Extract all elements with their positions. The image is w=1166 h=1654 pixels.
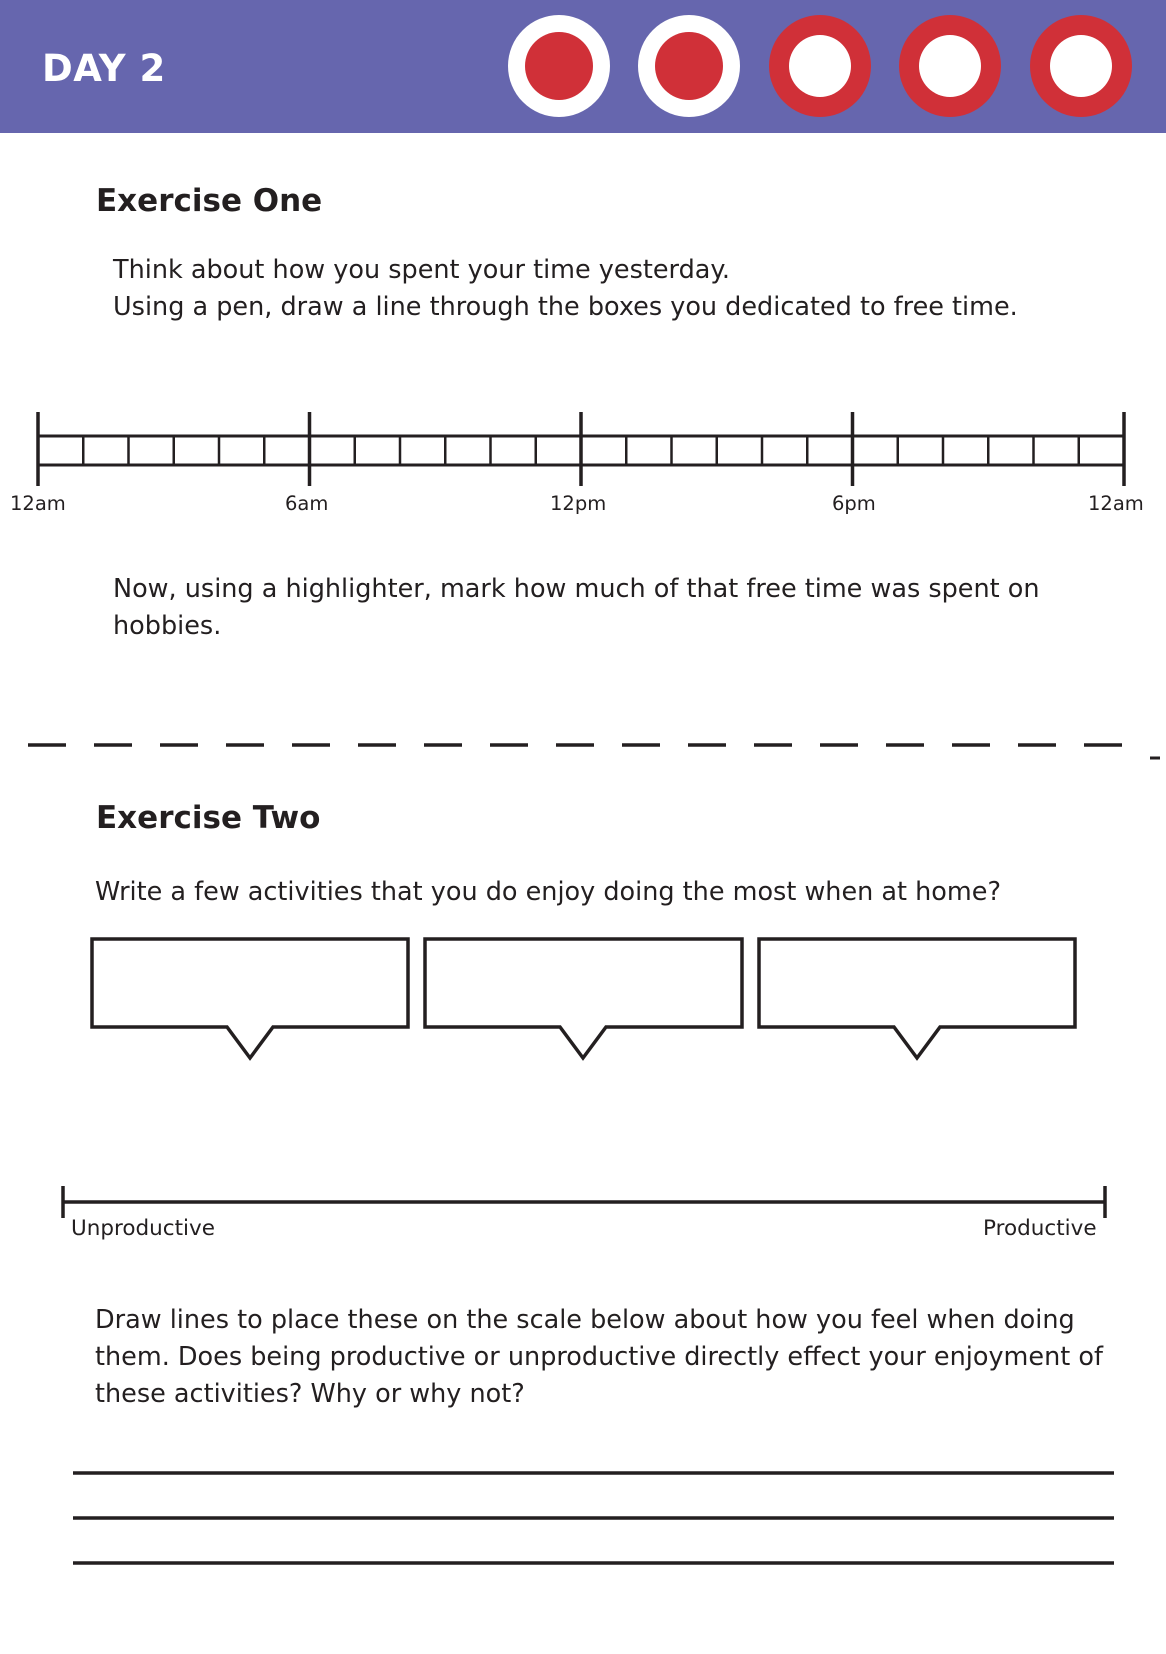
prompt-line: Draw lines to place these on the scale b… xyxy=(95,1305,1075,1335)
question-text: Write a few activities that you do enjoy… xyxy=(95,877,1001,907)
timeline-label: 12am xyxy=(1088,492,1144,515)
prompt-line: these activities? Why or why not? xyxy=(95,1379,525,1409)
exercise-one-instructions: Think about how you spent your time yest… xyxy=(113,252,1018,326)
instruction-line: Using a pen, draw a line through the box… xyxy=(113,292,1018,322)
exercise-one-heading: Exercise One xyxy=(96,183,323,219)
activity-bubbles xyxy=(90,937,1077,1061)
followup-line: Now, using a highlighter, mark how much … xyxy=(113,574,1040,604)
day-complete-dot xyxy=(508,15,610,117)
followup-line: hobbies. xyxy=(113,611,222,641)
day-complete-dot xyxy=(638,15,740,117)
exercise-one-followup: Now, using a highlighter, mark how much … xyxy=(113,571,1040,645)
instruction-line: Think about how you spent your time yest… xyxy=(113,255,730,285)
exercise-two-prompt: Draw lines to place these on the scale b… xyxy=(95,1302,1103,1413)
day-title: DAY 2 xyxy=(42,47,166,90)
productivity-scale[interactable] xyxy=(0,0,1166,1240)
prompt-line: them. Does being productive or unproduct… xyxy=(95,1342,1103,1372)
exercise-two-question: Write a few activities that you do enjoy… xyxy=(95,874,1001,911)
exercise-two-heading: Exercise Two xyxy=(96,800,321,836)
timeline-label: 12am xyxy=(10,492,66,515)
day-pending-dot xyxy=(1030,15,1132,117)
timeline-label: 12pm xyxy=(550,492,607,515)
hourly-timeline[interactable] xyxy=(0,0,1166,500)
header-band: DAY 2 xyxy=(0,0,1166,133)
activity-bubble[interactable] xyxy=(423,937,744,1061)
scale-right-label: Productive xyxy=(983,1216,1097,1241)
dashed-divider xyxy=(28,743,1160,760)
activity-bubble[interactable] xyxy=(90,937,410,1061)
activity-bubble[interactable] xyxy=(757,937,1077,1061)
timeline-label: 6am xyxy=(285,492,329,515)
day-pending-dot xyxy=(899,15,1001,117)
timeline-label: 6pm xyxy=(832,492,876,515)
day-pending-dot xyxy=(769,15,871,117)
scale-left-label: Unproductive xyxy=(71,1216,215,1241)
day-progress-indicator xyxy=(0,0,1166,133)
